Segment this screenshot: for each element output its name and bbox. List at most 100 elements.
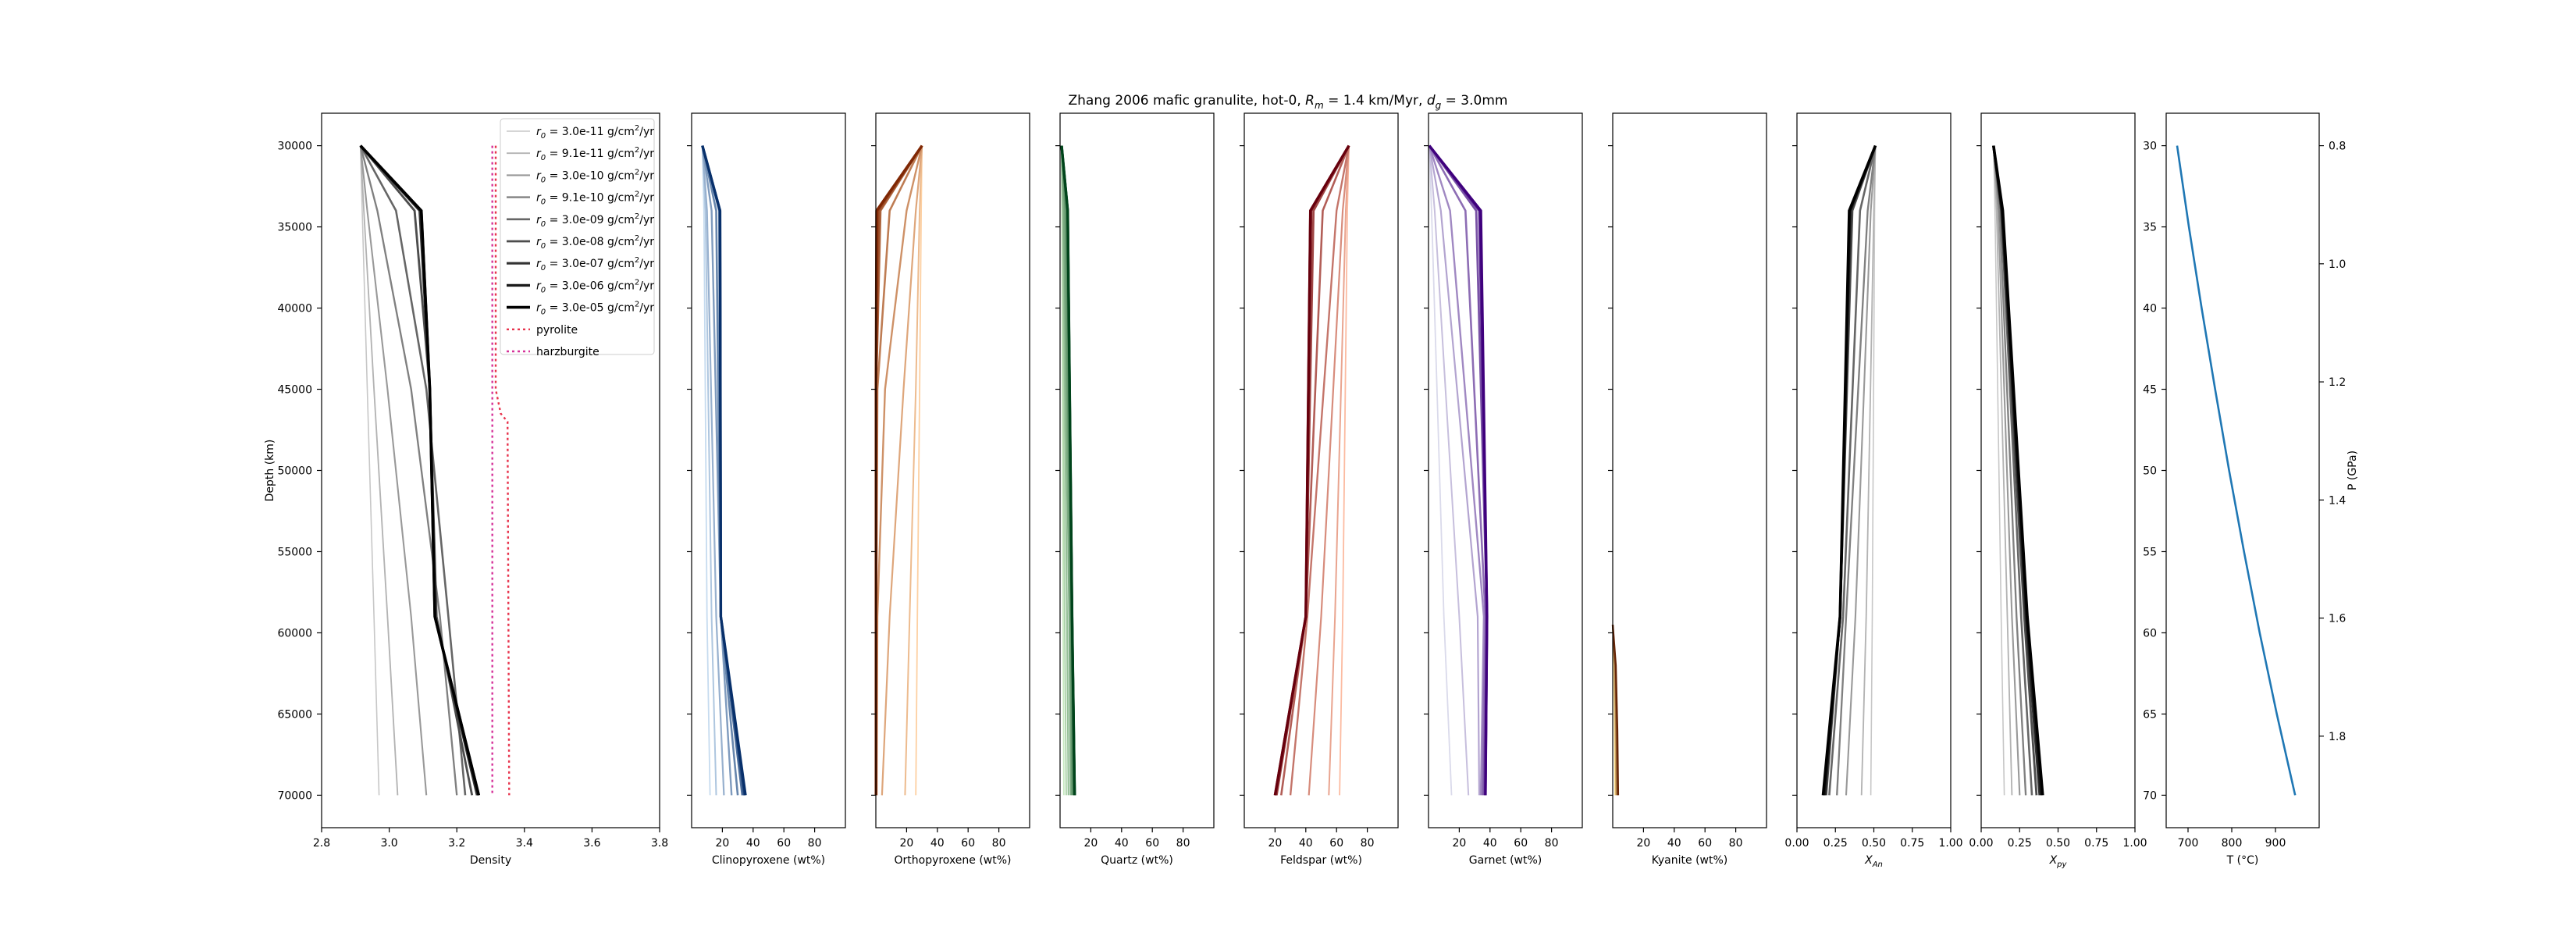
x-tick-label: 60 xyxy=(1145,837,1159,850)
x-tick-label: 3.8 xyxy=(651,837,668,850)
x-axis-label-garnet: Garnet (wt%) xyxy=(1469,854,1542,867)
series-line-density-8 xyxy=(359,144,481,796)
series-line-clinopyroxene-8 xyxy=(701,145,747,796)
chart-panel-temperature: 700 800 900 T (°C) 30 35 40 45 50 55 60 65 70 0.8 1.0 1… xyxy=(2143,112,2359,867)
series-line-temperature-0 xyxy=(2176,145,2297,796)
chart-panels: 2.8 3.0 3.2 3.4 3.6 3.8 Density 30000 35000 40000… xyxy=(264,112,2359,869)
series-line-garnet-2 xyxy=(1428,145,1481,796)
series-line-garnet-8 xyxy=(1428,144,1489,796)
x-tick-label: 20 xyxy=(1083,837,1098,850)
y-tick-label: 50 xyxy=(2143,465,2157,478)
pressure-tick-label: 1.4 xyxy=(2329,494,2346,507)
legend-label-3: r0 = 9.1e-10 g/cm2/yr xyxy=(536,191,654,207)
x-tick-label: 20 xyxy=(1268,837,1282,850)
legend-box xyxy=(500,118,655,355)
series-line-clinopyroxene-4 xyxy=(701,145,739,796)
series-line-garnet-1 xyxy=(1429,145,1470,796)
x-axis-label-orthopyroxene: Orthopyroxene (wt%) xyxy=(894,854,1011,867)
y-tick-label: 70 xyxy=(2143,789,2157,802)
series-line-orthopyroxene-0 xyxy=(915,145,923,796)
x-tick-label: 0.25 xyxy=(1823,837,1848,850)
y-tick-label: 45 xyxy=(2143,384,2157,397)
y-tick-label: 65000 xyxy=(277,708,312,721)
legend-label-10: harzburgite xyxy=(536,346,600,358)
x-tick-label: 60 xyxy=(961,837,975,850)
y-tick-label: 60000 xyxy=(277,627,312,640)
series-line-x_an-4 xyxy=(1828,145,1877,796)
legend-label-0: r0 = 3.0e-11 g/cm2/yr xyxy=(536,124,654,141)
x-tick-label: 20 xyxy=(1452,837,1466,850)
x-tick-label: 0.00 xyxy=(1969,837,1993,850)
x-tick-label: 3.4 xyxy=(516,837,533,850)
legend-label-5: r0 = 3.0e-08 g/cm2/yr xyxy=(536,234,654,251)
x-tick-label: 0.50 xyxy=(2046,837,2070,850)
x-axis-label-density: Density xyxy=(470,854,511,867)
y-tick-label: 55000 xyxy=(277,546,312,558)
axes-frame-feldspar xyxy=(1244,112,1399,828)
x-tick-label: 80 xyxy=(1729,837,1743,850)
pressure-tick-label: 0.8 xyxy=(2329,141,2346,153)
series-line-orthopyroxene-1 xyxy=(904,145,923,796)
legend-label-6: r0 = 3.0e-07 g/cm2/yr xyxy=(536,256,654,273)
x-tick-label: 40 xyxy=(930,837,945,850)
x-tick-label: 60 xyxy=(1698,837,1712,850)
series-line-garnet-3 xyxy=(1428,145,1485,796)
x-tick-label: 20 xyxy=(715,837,729,850)
x-tick-label: 0.75 xyxy=(2084,837,2108,850)
x-tick-label: 40 xyxy=(746,837,760,850)
y-tick-label: 70000 xyxy=(277,789,312,802)
chart-panel-density: 2.8 3.0 3.2 3.4 3.6 3.8 Density 30000 35000 40000… xyxy=(264,112,668,867)
x-tick-label: 40 xyxy=(1299,837,1313,850)
y-tick-label: 45000 xyxy=(277,384,312,397)
series-line-x_py-0 xyxy=(1993,145,2005,796)
x-axis-label-x_an: XAn xyxy=(1864,854,1883,869)
series-line-density-2 xyxy=(359,145,428,796)
x-tick-label: 3.2 xyxy=(448,837,465,850)
series-line-feldspar-8 xyxy=(1273,144,1350,796)
x-tick-label: 20 xyxy=(1636,837,1650,850)
series-line-feldspar-2 xyxy=(1308,145,1350,796)
legend-label-1: r0 = 9.1e-11 g/cm2/yr xyxy=(536,146,654,162)
series-line-x_an-3 xyxy=(1836,145,1877,796)
chart-panel-orthopyroxene: 20 40 60 80 Orthopyroxene (wt%) xyxy=(871,112,1030,867)
x-tick-label: 0.25 xyxy=(2008,837,2032,850)
x-tick-label: 60 xyxy=(1514,837,1528,850)
y-tick-label: 30 xyxy=(2143,141,2157,153)
y-axis-label-pressure: P (GPa) xyxy=(2347,451,2359,490)
reference-line-pyrolite xyxy=(494,145,511,796)
x-tick-label: 0.75 xyxy=(1900,837,1924,850)
x-tick-label: 20 xyxy=(899,837,913,850)
x-tick-label: 80 xyxy=(992,837,1006,850)
series-line-feldspar-4 xyxy=(1280,145,1350,796)
y-tick-label: 35000 xyxy=(277,222,312,234)
x-tick-label: 40 xyxy=(1115,837,1129,850)
series-line-x_an-2 xyxy=(1845,145,1877,796)
legend-label-4: r0 = 3.0e-09 g/cm2/yr xyxy=(536,212,654,229)
y-tick-label: 50000 xyxy=(277,465,312,478)
legend-label-7: r0 = 3.0e-06 g/cm2/yr xyxy=(536,278,654,294)
x-tick-label: 0.50 xyxy=(1862,837,1886,850)
x-tick-label: 0.00 xyxy=(1784,837,1809,850)
legend-label-8: r0 = 3.0e-05 g/cm2/yr xyxy=(536,301,654,317)
series-line-x_py-8 xyxy=(1992,145,2044,796)
chart-panel-x_py: 0.00 0.25 0.50 0.75 1.00 Xpy xyxy=(1969,112,2147,869)
x-tick-label: 40 xyxy=(1483,837,1497,850)
series-line-kyanite-3 xyxy=(1611,625,1620,796)
x-tick-label: 1.00 xyxy=(2122,837,2147,850)
y-tick-label: 60 xyxy=(2143,627,2157,640)
series-line-density-3 xyxy=(359,145,458,796)
pressure-tick-label: 1.8 xyxy=(2329,731,2346,743)
legend-label-2: r0 = 3.0e-10 g/cm2/yr xyxy=(536,168,654,184)
x-tick-label: 40 xyxy=(1667,837,1681,850)
series-line-feldspar-3 xyxy=(1289,145,1350,796)
x-axis-label-kyanite: Kyanite (wt%) xyxy=(1652,854,1728,867)
x-tick-label: 900 xyxy=(2265,837,2286,850)
y-tick-label: 40000 xyxy=(277,303,312,315)
series-line-density-1 xyxy=(359,145,399,796)
series-line-feldspar-1 xyxy=(1328,145,1350,796)
x-tick-label: 60 xyxy=(777,837,791,850)
pressure-tick-label: 1.2 xyxy=(2329,376,2346,389)
